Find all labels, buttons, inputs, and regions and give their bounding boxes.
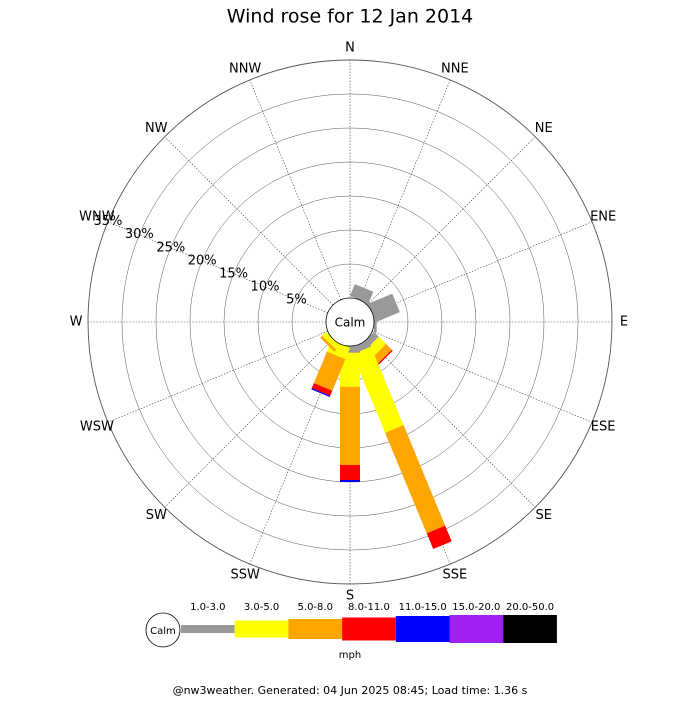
legend: Calm mph 1.0-3.0 3.0-5.0 5.0-8.0 8.0-11.0 11…	[145, 602, 557, 661]
grid-ring	[155, 127, 545, 517]
direction-label: SSE	[442, 568, 467, 583]
direction-label: S	[346, 589, 354, 604]
calm-circle	[325, 297, 375, 347]
bar-segment	[311, 383, 333, 396]
direction-label: NNW	[229, 61, 261, 76]
direction-label: ENE	[590, 210, 616, 225]
direction-line	[164, 338, 334, 508]
legend-swatch	[234, 620, 289, 638]
bar-segment	[340, 386, 360, 465]
bar-segment	[371, 343, 392, 364]
legend-label: 15.0-20.0	[452, 602, 500, 613]
direction-label: ESE	[591, 419, 616, 434]
legend-swatch	[181, 625, 235, 633]
chart-title: Wind rose for 12 Jan 2014	[227, 6, 474, 28]
direction-label: WNW	[79, 210, 115, 225]
legend-label: 20.0-50.0	[506, 602, 554, 613]
bar-segment	[322, 331, 341, 350]
grid: N NNE NE ENE E ESE SE SSE S SSW SW WSW W WNW NW NNW 5% 10…	[70, 41, 629, 604]
direction-label: NE	[535, 121, 553, 136]
bar-segment	[385, 425, 446, 534]
legend-calm-circle	[145, 612, 181, 648]
r-tick-label: 5%	[286, 292, 307, 307]
bar-segment	[374, 312, 377, 332]
direction-line	[372, 221, 593, 314]
r-tick-label: 30%	[125, 227, 154, 242]
legend-swatch	[342, 617, 396, 641]
bar-segment	[340, 479, 360, 482]
legend-calm-label: Calm	[150, 626, 176, 637]
r-tick-label: 25%	[156, 240, 185, 255]
legend-unit: mph	[339, 650, 361, 661]
direction-label: E	[620, 315, 628, 330]
footer: @nw3weather. Generated: 04 Jun 2025 08:4…	[173, 684, 528, 697]
legend-label: 11.0-15.0	[399, 602, 447, 613]
direction-line	[372, 330, 593, 423]
bars	[311, 284, 452, 550]
direction-label: SE	[536, 508, 552, 523]
r-tick-label: 35%	[93, 214, 122, 229]
direction-line	[107, 330, 328, 423]
bar-segment	[377, 349, 393, 365]
direction-line	[107, 221, 328, 314]
bar-segment	[352, 346, 404, 433]
direction-line	[164, 136, 334, 306]
direction-label: WSW	[80, 419, 114, 434]
r-tick-label: 10%	[251, 279, 280, 294]
direction-line	[249, 79, 342, 300]
direction-label: N	[345, 41, 355, 56]
direction-label: NW	[145, 121, 168, 136]
direction-line	[366, 136, 536, 306]
legend-swatch	[395, 616, 450, 642]
bar-segment	[340, 352, 360, 387]
direction-label: SSW	[230, 568, 260, 583]
direction-label: NNE	[441, 61, 469, 76]
legend-swatch	[288, 619, 343, 639]
direction-label: SW	[146, 508, 167, 523]
legend-label: 1.0-3.0	[190, 602, 225, 613]
legend-label: 3.0-5.0	[244, 602, 279, 613]
bar-segment	[320, 335, 337, 352]
r-tick-label: 15%	[219, 266, 248, 281]
legend-swatch	[503, 615, 557, 643]
bar-segment	[349, 284, 374, 304]
calm-label: Calm	[335, 316, 366, 330]
legend-swatch	[449, 615, 504, 643]
bar-segment	[426, 525, 452, 550]
legend-label: 5.0-8.0	[298, 602, 333, 613]
bar-segment	[313, 351, 346, 391]
direction-line	[366, 338, 536, 508]
legend-label: 8.0-11.0	[348, 602, 390, 613]
direction-label: W	[70, 315, 83, 330]
r-tick-label: 20%	[188, 253, 217, 268]
bar-segment	[340, 465, 360, 480]
direction-line	[358, 79, 451, 300]
bar-segment	[311, 388, 331, 398]
